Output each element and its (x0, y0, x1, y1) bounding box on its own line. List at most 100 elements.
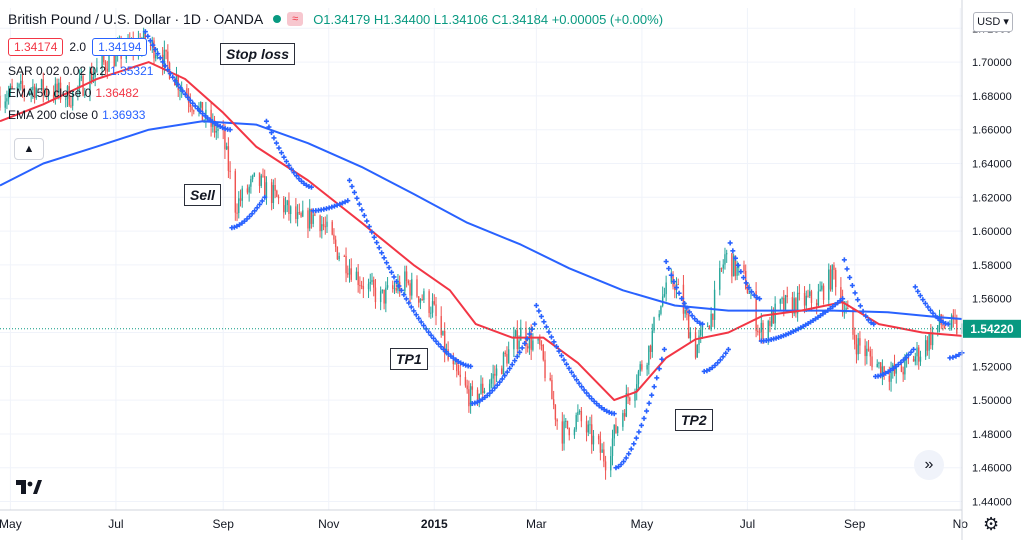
sar-point (925, 304, 931, 310)
candle-body (597, 435, 600, 440)
candle-body (262, 175, 264, 177)
candle-body (296, 212, 299, 220)
candle-body (674, 286, 676, 291)
ema200-layer (0, 120, 963, 320)
sar-point (276, 145, 282, 151)
candle-body (736, 267, 738, 276)
candle-body (537, 338, 539, 341)
candle-body (731, 253, 733, 277)
sar-point (561, 357, 567, 363)
candle (855, 334, 858, 364)
candle (708, 325, 711, 330)
candle-body (513, 336, 515, 350)
sar-point (576, 380, 582, 386)
candle (322, 217, 325, 231)
symbol-title[interactable]: British Pound / U.S. Dollar · 1D · OANDA (8, 11, 264, 27)
candle (566, 420, 569, 430)
candle-body (684, 310, 686, 314)
candle-body (333, 234, 335, 240)
candle-body (504, 352, 506, 354)
candle-body (248, 186, 250, 193)
x-tick-label: Jul (740, 517, 755, 531)
sar-point (288, 166, 294, 172)
candle (805, 290, 807, 313)
sar-point (633, 435, 639, 441)
candle (490, 373, 493, 389)
candle-body (949, 327, 951, 329)
candle (950, 313, 953, 331)
sar-point (489, 388, 495, 394)
sar-point (231, 224, 237, 230)
sar-point (236, 222, 242, 228)
candle (916, 341, 918, 366)
candle (599, 431, 602, 461)
candle (374, 278, 377, 309)
settings-gear-icon[interactable]: ⚙ (983, 514, 1000, 534)
candle (625, 384, 628, 418)
collapse-legend-button[interactable]: ▲ (14, 138, 44, 160)
candle (603, 441, 605, 468)
candle (758, 327, 761, 342)
candle-body (781, 297, 783, 300)
candle (345, 247, 347, 283)
candle (28, 91, 31, 97)
indicator-label: EMA 200 close 0 (8, 108, 99, 122)
candle (573, 427, 576, 439)
candle (809, 283, 811, 299)
annotation-tp1: TP1 (390, 348, 428, 370)
candle-body (191, 107, 193, 111)
sar-point (374, 240, 380, 246)
candle (312, 213, 314, 228)
candle (16, 82, 19, 98)
candle-body (587, 424, 589, 433)
candle (807, 289, 809, 298)
wave-icon[interactable]: ≈ (287, 12, 304, 26)
candle-body (784, 295, 787, 310)
candle (732, 253, 735, 277)
buy-price-button[interactable]: 1.34194 (92, 38, 148, 56)
candle (234, 168, 237, 221)
candle (649, 344, 652, 360)
indicator-sar[interactable]: SAR 0.02 0.02 0.2 1.35321 (8, 60, 663, 82)
candle (724, 247, 726, 270)
sell-price-button[interactable]: 1.34174 (8, 38, 64, 56)
sar-point (927, 307, 933, 313)
sar-point (499, 376, 505, 382)
candle-body (852, 309, 854, 335)
sar-point (190, 100, 196, 106)
candle (585, 415, 588, 442)
candle-body (478, 393, 480, 402)
candle-body (916, 347, 918, 357)
scroll-to-realtime-button[interactable]: » (914, 450, 944, 480)
candle (653, 316, 655, 334)
indicator-ema200[interactable]: EMA 200 close 0 1.36933 (8, 104, 663, 126)
sar-point (259, 198, 265, 204)
sar-point (281, 154, 287, 160)
sar-point (349, 183, 355, 189)
sar-point (852, 290, 858, 296)
candle-body (483, 390, 486, 394)
indicator-ema50[interactable]: EMA 50 close 0 1.36482 (8, 82, 663, 104)
sar-point (398, 287, 404, 293)
candle-body (167, 51, 169, 63)
candle (568, 427, 570, 441)
candle-body (58, 82, 60, 93)
sar-point (671, 279, 677, 285)
candle (502, 351, 505, 377)
sar-point (366, 224, 372, 230)
currency-selector[interactable]: USD ▾ (973, 12, 1013, 32)
sar-point (659, 356, 665, 362)
annotation-stop-loss: Stop loss (220, 43, 296, 65)
tradingview-logo-icon[interactable] (16, 478, 42, 499)
sar-point (880, 371, 886, 377)
candle-body (845, 307, 847, 311)
sar-point (945, 321, 951, 327)
candle-body (585, 421, 588, 433)
ohlc-values: O1.34179 H1.34400 L1.34106 C1.34184 +0.0… (313, 11, 664, 27)
candle (795, 297, 797, 318)
candle (725, 249, 728, 263)
sar-point (145, 33, 151, 39)
candle (227, 137, 230, 179)
candle (42, 72, 44, 103)
